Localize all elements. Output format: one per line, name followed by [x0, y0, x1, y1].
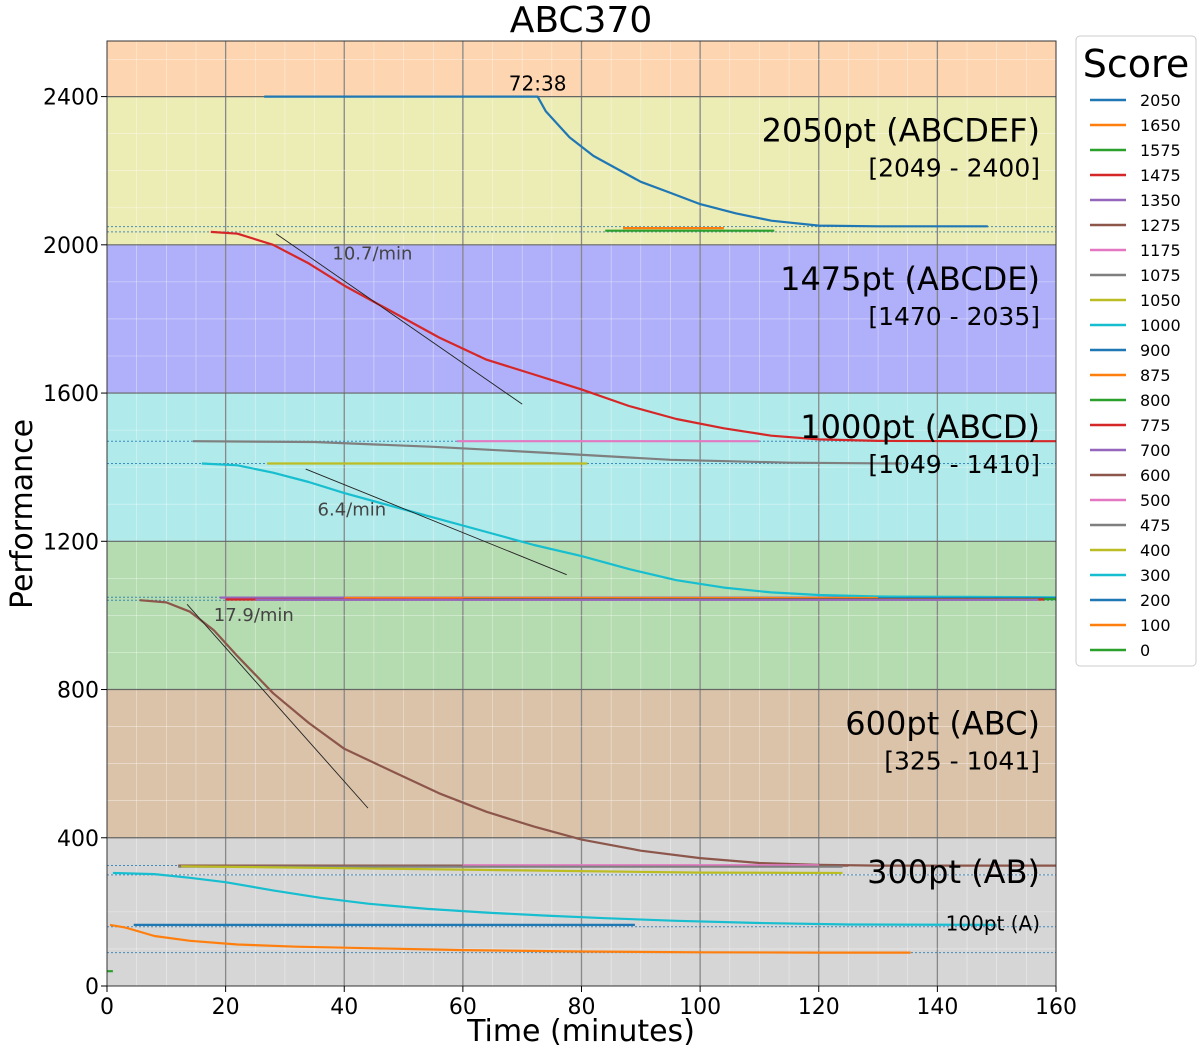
legend-label-700: 700 — [1140, 441, 1171, 460]
legend-label-1475: 1475 — [1140, 166, 1181, 185]
band-range-label: [1049 - 1410] — [868, 450, 1040, 479]
y-axis-ticks: 0 400 800 1200 1600 2000 2400 — [43, 86, 107, 1000]
band-name-label: 1000pt (ABCD) — [800, 408, 1040, 446]
series-line-2050 — [264, 95, 988, 228]
series-line-400 — [181, 865, 843, 875]
legend-label-900: 900 — [1140, 341, 1171, 360]
x-tick-label: 160 — [1035, 995, 1077, 1020]
y-tick-label: 400 — [57, 827, 99, 852]
legend-label-1075: 1075 — [1140, 266, 1181, 285]
band-name-label: 600pt (ABC) — [845, 705, 1040, 743]
peak-time-label: 72:38 — [509, 72, 567, 96]
x-tick-label: 140 — [916, 995, 958, 1020]
y-axis-label: Performance — [5, 419, 40, 609]
band-name-label: 300pt (AB) — [867, 853, 1040, 891]
legend-label-475: 475 — [1140, 516, 1171, 535]
legend-label-1175: 1175 — [1140, 241, 1181, 260]
legend-label-1275: 1275 — [1140, 216, 1181, 235]
slope-rate-label: 17.9/min — [214, 605, 294, 626]
slope-rate-label: 10.7/min — [332, 244, 412, 265]
legend: Score 2050 1650 1575 1475 1350 1275 1175 1075 10… — [1075, 35, 1197, 667]
band-name-label: 2050pt (ABCDEF) — [762, 112, 1040, 150]
series-line-300 — [112, 871, 997, 927]
legend-label-2050: 2050 — [1140, 91, 1181, 110]
band-name-label: 1475pt (ABCDE) — [780, 260, 1040, 298]
legend-label-500: 500 — [1140, 491, 1171, 510]
legend-label-1650: 1650 — [1140, 116, 1181, 135]
legend-label-100: 100 — [1140, 616, 1171, 635]
y-tick-label: 1600 — [43, 382, 99, 407]
band-range-label: [1470 - 2035] — [868, 302, 1040, 331]
series-group — [107, 95, 1057, 973]
legend-label-1575: 1575 — [1140, 141, 1181, 160]
grid-lines — [107, 41, 1056, 986]
legend-label-1050: 1050 — [1140, 291, 1181, 310]
y-tick-label: 0 — [85, 975, 99, 1000]
slope-lines — [186, 233, 567, 809]
legend-title: Score — [1083, 42, 1189, 86]
slope-line-0 — [275, 233, 523, 405]
y-tick-label: 2000 — [43, 234, 99, 259]
slope-line-2 — [186, 603, 369, 809]
slope-rate-label: 6.4/min — [318, 499, 387, 520]
legend-frame — [1075, 35, 1197, 667]
series-line-1000 — [201, 462, 1057, 599]
y-tick-label: 1200 — [43, 530, 99, 555]
chart-title: ABC370 — [510, 0, 653, 41]
legend-label-300: 300 — [1140, 566, 1171, 585]
x-tick-label: 80 — [568, 995, 596, 1020]
y-tick-label: 2400 — [43, 86, 99, 111]
series-line-1475 — [210, 230, 1056, 443]
legend-label-600: 600 — [1140, 466, 1171, 485]
annotations: 72:38 10.7/min 6.4/min 17.9/min — [214, 72, 567, 626]
series-line-1075 — [192, 440, 902, 465]
y-tick-label: 800 — [57, 679, 99, 704]
legend-label-400: 400 — [1140, 541, 1171, 560]
legend-label-800: 800 — [1140, 391, 1171, 410]
legend-label-200: 200 — [1140, 591, 1171, 610]
x-axis-ticks: 0 20 40 60 80 100 120 140 160 — [100, 986, 1077, 1020]
legend-label-0: 0 — [1140, 641, 1150, 660]
x-tick-label: 40 — [330, 995, 358, 1020]
band-name-label: 100pt (A) — [946, 912, 1040, 936]
band-range-label: [2049 - 2400] — [868, 154, 1040, 183]
legend-label-1000: 1000 — [1140, 316, 1181, 335]
x-tick-label: 100 — [679, 995, 721, 1020]
x-tick-label: 0 — [100, 995, 114, 1020]
x-tick-label: 60 — [449, 995, 477, 1020]
x-axis-label: Time (minutes) — [466, 1014, 695, 1049]
legend-label-875: 875 — [1140, 366, 1171, 385]
legend-label-775: 775 — [1140, 416, 1171, 435]
x-tick-label: 120 — [798, 995, 840, 1020]
band-range-label: [325 - 1041] — [884, 747, 1040, 776]
legend-label-1350: 1350 — [1140, 191, 1181, 210]
x-tick-label: 20 — [212, 995, 240, 1020]
series-line-100 — [109, 923, 911, 954]
band-labels: 2050pt (ABCDEF) [2049 - 2400] 1475pt (ABCD… — [762, 112, 1040, 936]
slope-line-1 — [305, 468, 567, 576]
